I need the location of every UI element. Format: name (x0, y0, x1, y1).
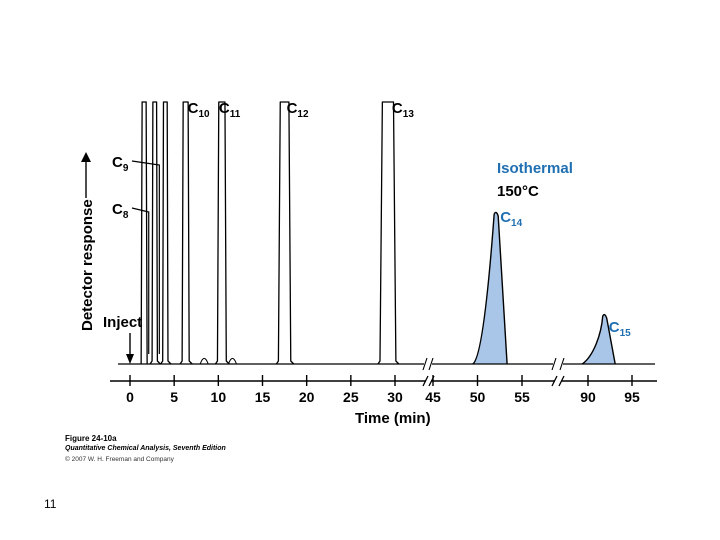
peak-c15-area (582, 314, 616, 364)
x-tick-label: 55 (514, 389, 530, 405)
inject-arrow-head (126, 354, 134, 364)
axis-break-mark (551, 375, 565, 387)
peak-label-c14: C14 (500, 209, 522, 229)
inject-label: Inject (103, 314, 142, 331)
x-tick-label: 5 (170, 389, 178, 405)
peak-label-c12: C12 (287, 100, 309, 120)
x-tick-label: 0 (126, 389, 134, 405)
peak-labels: C8 C9 C10 C11 C12 C13 C14 C15 (112, 100, 631, 354)
peak-label-c10: C10 (188, 100, 210, 120)
x-tick-label: 15 (255, 389, 271, 405)
peak-c11 (214, 101, 230, 365)
x-tick-label: 20 (299, 389, 315, 405)
trace-break-mark (551, 357, 565, 371)
x-tick-label: 10 (211, 389, 227, 405)
peak-c12 (275, 101, 295, 365)
figure-caption-copyright: © 2007 W. H. Freeman and Company (65, 456, 174, 463)
trace-layer (118, 101, 655, 371)
peak-c15 (581, 313, 616, 365)
slide-number: 11 (44, 497, 57, 511)
temperature-label: 150°C (497, 183, 539, 200)
x-tick-label: 95 (624, 389, 640, 405)
x-axis-title: Time (min) (355, 410, 431, 427)
peak-label-c11: C11 (219, 100, 241, 120)
x-tick-label: 45 (425, 389, 441, 405)
peak-c14 (472, 211, 508, 365)
minor-peak (199, 357, 209, 365)
peak-c13 (377, 101, 400, 365)
isothermal-label: Isothermal (497, 160, 573, 177)
peak-c9 (160, 101, 172, 365)
peak-label-c15: C15 (609, 319, 631, 339)
y-axis-title-group: Detector response (79, 199, 96, 331)
peak-label-c9: C9 (112, 154, 129, 174)
peak-fill-layer (472, 212, 616, 364)
x-axis: 0 5 10 15 20 25 30 45 50 55 90 95 (110, 375, 657, 405)
peak-c10 (179, 101, 193, 365)
minor-peak (227, 357, 237, 365)
figure-caption-book: Quantitative Chemical Analysis, Seventh … (65, 445, 226, 452)
peak-c8 (149, 101, 161, 365)
figure-caption-title: Figure 24-10a (65, 434, 117, 443)
pointer-c8 (131, 207, 150, 354)
peak-c14-area (472, 212, 508, 364)
peak-label-c8: C8 (112, 201, 129, 221)
x-tick-label: 25 (343, 389, 359, 405)
x-tick-label: 50 (470, 389, 486, 405)
y-axis-arrow-head (81, 152, 91, 162)
minor-peak (140, 101, 148, 365)
x-tick-label: 90 (580, 389, 596, 405)
x-tick-label: 30 (387, 389, 403, 405)
pointer-c9 (131, 160, 160, 354)
trace-break-mark (422, 357, 434, 371)
y-axis-title: Detector response (79, 199, 96, 331)
peak-label-c13: C13 (392, 100, 414, 120)
